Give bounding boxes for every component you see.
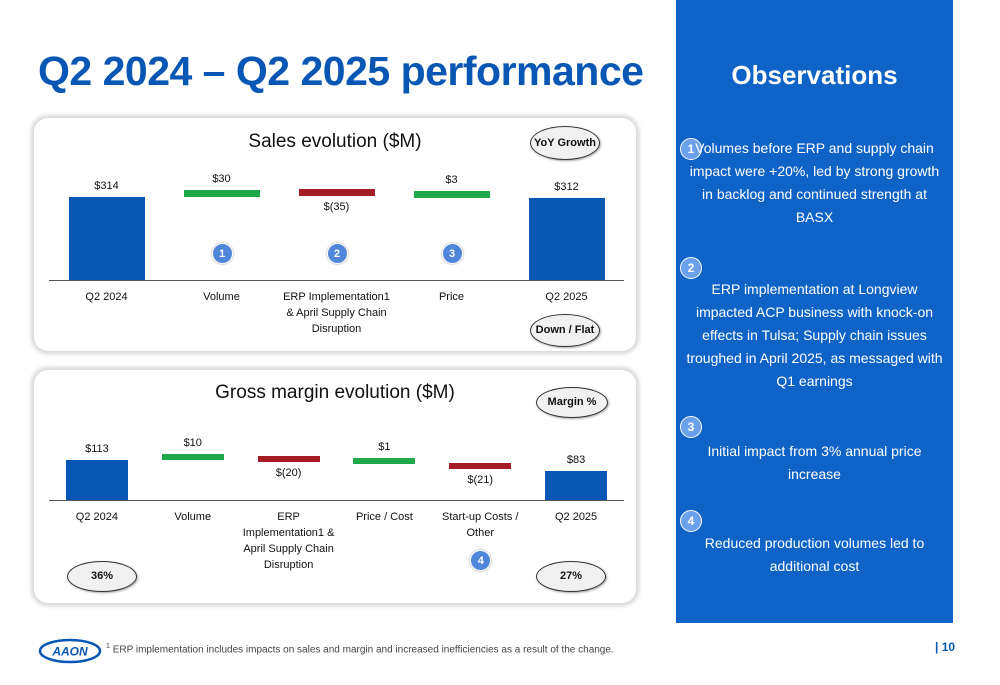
category-label-1: Volume bbox=[174, 511, 212, 523]
margin-end-pill: 27% bbox=[536, 561, 606, 592]
observation-4-badge: 4 bbox=[680, 510, 702, 532]
value-label-2: $(20) bbox=[275, 467, 302, 480]
category-label-5: Q2 2025 bbox=[554, 511, 598, 523]
bar-3 bbox=[353, 457, 416, 464]
category-label-2: ERP Implementation1 & April Supply Chain… bbox=[242, 511, 335, 571]
category-label-4: Start-up Costs / Other bbox=[442, 511, 519, 539]
value-label-5: $83 bbox=[566, 453, 586, 466]
category-label-3: Price bbox=[438, 291, 465, 303]
page-number: | 10 bbox=[935, 640, 956, 654]
observations-panel: Observations 1 Volumes before ERP and su… bbox=[676, 0, 953, 623]
category-label-3: Price / Cost bbox=[355, 511, 413, 523]
value-label-4: $312 bbox=[554, 180, 579, 193]
bar-3 bbox=[413, 191, 490, 199]
footnote-text: ERP implementation includes impacts on s… bbox=[112, 644, 614, 656]
observation-3-text: Initial impact from 3% annual price incr… bbox=[707, 443, 922, 482]
bar-2 bbox=[298, 189, 375, 197]
bar-4 bbox=[528, 197, 605, 280]
margin-start-pill: 36% bbox=[67, 561, 137, 592]
observation-2-badge: 2 bbox=[680, 257, 702, 279]
observation-3-badge: 3 bbox=[680, 416, 702, 438]
value-label-1: $30 bbox=[212, 173, 231, 186]
value-label-0: $314 bbox=[94, 180, 119, 193]
footnote: 1 ERP implementation includes impacts on… bbox=[106, 643, 614, 655]
category-label-4: Q2 2025 bbox=[545, 291, 588, 303]
bar-1 bbox=[161, 453, 224, 460]
category-label-0: Q2 2024 bbox=[85, 291, 128, 303]
observation-2-text: ERP implementation at Longview impacted … bbox=[686, 281, 943, 389]
aaon-logo: AAON bbox=[38, 638, 102, 664]
bar-5 bbox=[545, 470, 608, 500]
footnote-marker: 1 bbox=[106, 643, 110, 650]
category-label-0: Q2 2024 bbox=[75, 511, 118, 523]
value-label-2: $(35) bbox=[323, 201, 350, 214]
value-label-0: $113 bbox=[85, 442, 109, 455]
sales-chart-title: Sales evolution ($M) bbox=[248, 131, 422, 152]
value-label-3: $1 bbox=[378, 440, 391, 453]
margin-percent-pill: Margin % bbox=[536, 387, 608, 418]
observation-4-text: Reduced production volumes led to additi… bbox=[704, 535, 925, 574]
value-label-1: $10 bbox=[183, 436, 202, 449]
bar-0 bbox=[68, 197, 145, 280]
category-label-2: ERP Implementation1 & April Supply Chain… bbox=[283, 291, 390, 335]
callout-badge-1: 1 bbox=[211, 243, 233, 264]
callout-badge-4: 4 bbox=[470, 550, 492, 571]
bar-2 bbox=[257, 456, 320, 463]
chart-baseline bbox=[49, 280, 624, 281]
margin-panel: Gross margin evolution ($M) Margin % 36%… bbox=[34, 370, 636, 603]
page-title: Q2 2024 – Q2 2025 performance bbox=[38, 48, 644, 94]
down-flat-pill: Down / Flat bbox=[530, 314, 600, 347]
observation-1-text: Volumes before ERP and supply chain impa… bbox=[689, 140, 940, 225]
yoy-growth-pill: YoY Growth bbox=[530, 126, 600, 160]
sales-panel: Sales evolution ($M) YoY Growth Down / F… bbox=[34, 118, 636, 351]
margin-chart-title: Gross margin evolution ($M) bbox=[215, 382, 455, 403]
chart-baseline bbox=[49, 500, 624, 501]
logo-text: AAON bbox=[51, 645, 88, 659]
observation-1-badge: 1 bbox=[680, 138, 702, 160]
bar-1 bbox=[183, 190, 260, 198]
value-label-3: $3 bbox=[445, 174, 458, 187]
value-label-4: $(21) bbox=[467, 474, 494, 487]
bar-4 bbox=[449, 463, 512, 470]
category-label-1: Volume bbox=[203, 291, 240, 303]
observations-title: Observations bbox=[731, 60, 898, 90]
callout-badge-3: 3 bbox=[441, 243, 463, 264]
bar-0 bbox=[65, 459, 128, 500]
callout-badge-2: 2 bbox=[326, 243, 348, 264]
